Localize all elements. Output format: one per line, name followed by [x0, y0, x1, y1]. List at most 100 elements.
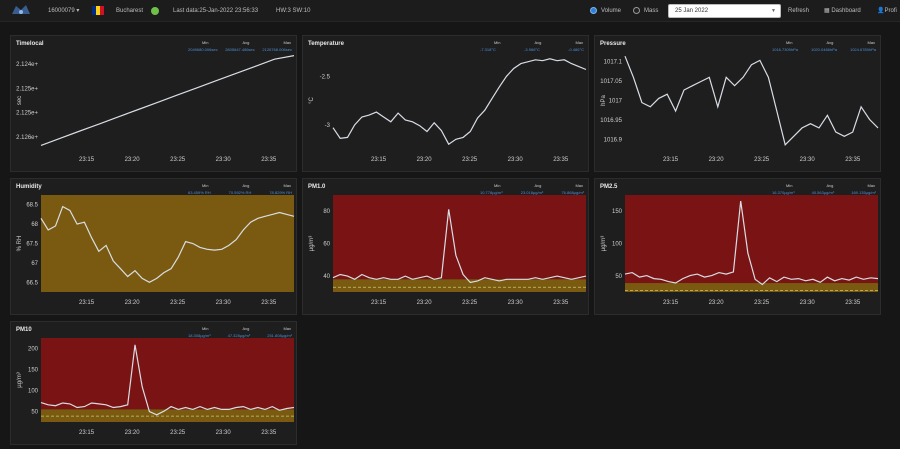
y-tick-label: 1017.1 — [604, 60, 623, 66]
y-tick-label: 68.5 — [26, 203, 38, 209]
x-tick-label: 23:30 — [216, 157, 232, 163]
stat-header: Min — [786, 183, 793, 188]
x-tick-label: 23:35 — [553, 300, 569, 306]
y-tick-label: 1016.9 — [604, 137, 623, 143]
stat-value: 1016.7309hPa — [772, 47, 799, 52]
y-tick-label: 100 — [612, 242, 623, 248]
stat-header: Avg — [242, 40, 250, 45]
y-tick-label: 1017 — [609, 99, 623, 105]
y-axis-label: µg/m³ — [17, 372, 23, 387]
y-axis-label: °C — [309, 96, 315, 103]
stat-value: 251.808µg/m³ — [267, 333, 292, 338]
mass-label[interactable]: Mass — [644, 8, 659, 14]
stat-value: 1020.0466hPa — [810, 47, 838, 52]
flag-icon — [92, 6, 104, 15]
profile-label: Profi — [884, 8, 897, 14]
panel-temperature: Temperature Min Avg Max -7.318°C -3.966°C -0.4… — [302, 35, 589, 172]
panel-title: Humidity — [16, 184, 42, 190]
x-tick-label: 23:30 — [216, 430, 232, 436]
stat-header: Min — [202, 326, 209, 331]
x-tick-label: 23:20 — [417, 157, 433, 163]
stat-value: 78.829% RH — [269, 190, 292, 195]
stat-value: 70.592% RH — [228, 190, 252, 195]
panel-title: PM2.5 — [600, 184, 618, 190]
x-tick-label: 23:35 — [553, 157, 569, 163]
stat-value: 2805647.486sec — [225, 47, 255, 52]
stat-header: Min — [494, 40, 501, 45]
x-tick-label: 23:25 — [754, 157, 770, 163]
panel-title: Pressure — [600, 41, 626, 47]
panel-timelocal: Timelocal Min Avg Max 2049680.006sec 2805647.… — [10, 35, 297, 172]
dashboard-link[interactable]: ▦ Dashboard — [824, 0, 861, 22]
panel-pressure: Pressure Min Avg Max 1016.7309hPa 1020.0466hP… — [594, 35, 881, 172]
chart-temperature: -2.5 -3 °C 23:15 23:20 23:25 23:30 23:35 — [309, 58, 587, 163]
y-tick-label: 200 — [28, 347, 39, 353]
x-tick-label: 23:30 — [508, 157, 524, 163]
stat-header: Avg — [826, 183, 834, 188]
x-tick-label: 23:20 — [417, 300, 433, 306]
x-tick-label: 23:20 — [709, 157, 725, 163]
stat-value: 2049680.006sec — [188, 47, 218, 52]
y-tick-label: 50 — [31, 410, 38, 416]
x-tick-label: 23:35 — [261, 430, 277, 436]
panel-humidity: Humidity Min Avg Max 63.459% RH 70.592% RH 78.… — [10, 178, 297, 315]
panel-pm10: PM10 Min Avg Max 18.308µg/m³ 47.328µg/m³ 251.8… — [10, 321, 297, 445]
stat-value: -0.486°C — [568, 47, 584, 52]
date-select[interactable]: 25 Jan 2022 ▼ — [668, 4, 781, 18]
y-tick-label: 67.5 — [26, 242, 38, 248]
date-value: 25 Jan 2022 — [675, 8, 709, 14]
profile-link[interactable]: 👤Profi — [877, 0, 897, 22]
x-tick-label: 23:30 — [800, 157, 816, 163]
stat-value: 63.459% RH — [188, 190, 211, 195]
x-tick-label: 23:25 — [462, 300, 478, 306]
stats-block: Min Avg Max 2049680.006sec 2805647.486sec 212… — [188, 40, 292, 52]
y-tick-label: 40 — [323, 274, 330, 280]
volume-label[interactable]: Volume — [601, 8, 622, 14]
x-tick-label: 23:30 — [508, 300, 524, 306]
flag-stripe-blue — [92, 6, 96, 15]
last-data-label: Last data:25-Jan-2022 23:56:33 — [173, 8, 259, 14]
refresh-button[interactable]: Refresh — [788, 8, 810, 14]
stat-value: 23.018µg/m³ — [520, 190, 544, 195]
stat-value: -3.966°C — [524, 47, 540, 52]
dashboard-icon: ▦ — [824, 8, 830, 14]
x-tick-label: 23:20 — [125, 157, 141, 163]
stats-block: Min Avg Max 1016.7309hPa 1020.0466hPa 1024.67… — [772, 40, 876, 52]
y-tick-label: 68 — [31, 222, 38, 228]
y-tick-label: -2.5 — [320, 74, 331, 80]
dashboard-label: Dashboard — [831, 8, 861, 14]
panel-title: PM10 — [16, 327, 32, 333]
series-line — [332, 58, 587, 146]
series-line — [40, 205, 295, 283]
stat-header: Avg — [242, 326, 250, 331]
x-tick-label: 23:35 — [261, 300, 277, 306]
chart-timelocal: 2.124e+ 2.125e+ 2.125e+ 2.126e+ sec 23:15 23:2… — [16, 55, 295, 163]
flag-stripe-red — [100, 6, 104, 15]
y-tick-label: 80 — [323, 209, 330, 215]
device-selector[interactable]: 16000079 ▾ — [48, 8, 80, 14]
stat-header: Max — [283, 183, 291, 188]
band-good — [333, 279, 586, 292]
flag-stripe-yellow — [96, 6, 100, 15]
stat-value: 1024.6789hPa — [849, 47, 876, 52]
stat-value: 76.868µg/m³ — [561, 190, 584, 195]
volume-radio[interactable] — [590, 7, 597, 14]
y-tick-label: 2.125e+ — [16, 86, 38, 92]
stats-block: Min Avg Max 63.459% RH 70.592% RH 78.829% RH — [188, 183, 292, 195]
stat-value: 18.308µg/m³ — [188, 333, 211, 338]
stat-header: Avg — [534, 40, 542, 45]
x-tick-label: 23:15 — [663, 157, 679, 163]
stat-header: Min — [494, 183, 501, 188]
y-tick-label: 2.124e+ — [16, 62, 38, 68]
y-tick-label: 2.125e+ — [16, 111, 38, 117]
stats-block: Min Avg Max 16.370µg/m³ 40.563µg/m³ 169.135µg… — [772, 183, 876, 195]
panel-title: Timelocal — [16, 41, 44, 47]
logo-icon[interactable] — [10, 3, 32, 18]
x-tick-label: 23:20 — [125, 300, 141, 306]
x-tick-label: 23:15 — [79, 430, 95, 436]
y-tick-label: 67 — [31, 261, 38, 267]
mass-radio[interactable] — [633, 7, 640, 14]
stat-header: Min — [786, 40, 793, 45]
y-axis-label: µg/m³ — [601, 236, 607, 251]
y-tick-label: -3 — [325, 123, 331, 129]
